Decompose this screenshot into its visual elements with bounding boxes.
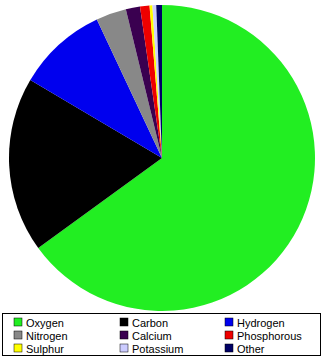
legend-label: Calcium	[132, 330, 172, 342]
pie	[9, 5, 315, 311]
legend-label: Carbon	[132, 317, 168, 329]
pie-slice	[150, 5, 162, 158]
legend-swatch	[120, 318, 128, 326]
legend: Oxygen Carbon Hydrogen Nitrogen Calcium Phosp…	[3, 314, 321, 356]
pie-slice	[140, 6, 162, 158]
legend-swatch	[14, 344, 22, 352]
legend-label: Oxygen	[26, 317, 64, 329]
legend-swatch	[120, 344, 128, 352]
legend-label: Nitrogen	[26, 330, 68, 342]
legend-label: Sulphur	[26, 343, 64, 355]
legend-swatch	[225, 344, 233, 352]
legend-label: Hydrogen	[237, 317, 285, 329]
legend-label: Other	[237, 343, 265, 355]
legend-swatch	[120, 331, 128, 339]
pie-slice	[156, 5, 162, 158]
pie-slice	[152, 5, 162, 158]
chart-container: Oxygen Carbon Hydrogen Nitrogen Calcium Phosp…	[0, 0, 323, 358]
legend-swatch	[225, 331, 233, 339]
legend-swatch	[14, 331, 22, 339]
legend-label: Phosphorous	[237, 330, 302, 342]
legend-label: Potassium	[132, 343, 183, 355]
chart-svg: Oxygen Carbon Hydrogen Nitrogen Calcium Phosp…	[0, 0, 323, 358]
legend-swatch	[14, 318, 22, 326]
legend-box	[3, 314, 321, 356]
legend-swatch	[225, 318, 233, 326]
